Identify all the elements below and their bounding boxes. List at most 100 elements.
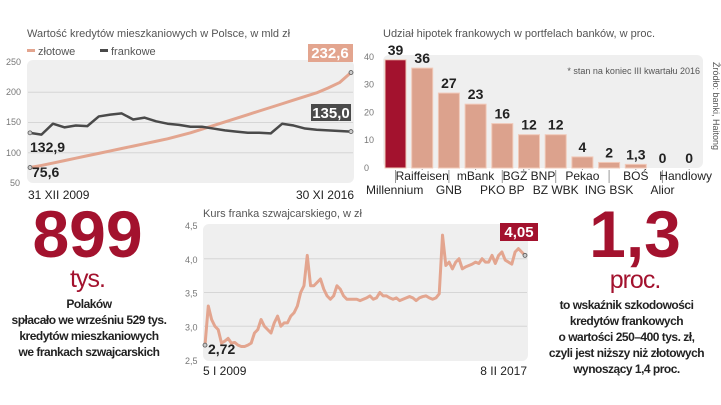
y-tick: 0 xyxy=(364,163,369,173)
text-line: we frankach szwajcarskich xyxy=(18,345,160,359)
legend-swatch-zlotowe xyxy=(27,49,35,52)
y-tick: 200 xyxy=(6,87,21,97)
y-tick: 2,5 xyxy=(185,356,198,366)
y-tick: 30 xyxy=(364,80,374,90)
frankowe-start-label: 132,9 xyxy=(30,139,65,155)
bar xyxy=(437,92,460,169)
text-line: Polaków xyxy=(66,297,112,311)
bar-category-label: Millennium xyxy=(366,183,423,197)
zlotowe-end-label: 232,6 xyxy=(311,45,349,62)
bar-value-label: 4 xyxy=(579,139,587,155)
bar-value-label: 12 xyxy=(521,117,537,133)
bar xyxy=(411,67,434,169)
y-tick: 150 xyxy=(6,117,21,127)
text-line: spłacało we wrześniu 529 tys. xyxy=(11,313,167,327)
y-tick: 50 xyxy=(10,178,20,188)
line-chf-rate xyxy=(203,233,527,348)
bar xyxy=(544,134,567,169)
bar-value-label: 36 xyxy=(414,50,430,66)
bar-category-label: BGŻ BNP xyxy=(503,169,556,183)
stat-right-description: to wskaźnik szkodowości kredytów frankow… xyxy=(532,297,721,377)
bar-category-label: PKO BP xyxy=(480,183,525,197)
bar-value-label: 0 xyxy=(685,150,693,166)
y-tick: 4,0 xyxy=(185,255,198,265)
housing-loans-chart: Wartość kredytów mieszkaniowych w Polsce… xyxy=(6,28,354,202)
bar xyxy=(518,134,540,169)
zlotowe-end-badge xyxy=(308,44,353,62)
line-frankowe xyxy=(29,112,352,136)
y-tick: 100 xyxy=(6,148,21,158)
y-tick: 10 xyxy=(364,135,374,145)
endpoint-marker xyxy=(348,70,354,75)
bar-value-label: 12 xyxy=(548,117,564,133)
bar-value-label: 2 xyxy=(605,144,613,160)
x-start-label: 5 I 2009 xyxy=(203,364,247,378)
bar-category-label: mBank xyxy=(457,169,495,183)
y-tick: 20 xyxy=(364,107,374,117)
bar xyxy=(598,161,621,169)
bar-category-label: Pekao xyxy=(565,169,599,183)
stat-left-number: 899 xyxy=(32,197,143,271)
source-label: Źródło: banki, Haitong xyxy=(711,62,721,150)
plot-area xyxy=(27,60,354,183)
text-line: o wartości 250–400 tys. zł, xyxy=(558,330,695,344)
bar-category-label: BOŚ xyxy=(623,168,648,183)
bar-category-label: Raiffeisen xyxy=(396,169,449,183)
bar-value-label: 0 xyxy=(659,150,667,166)
end-value-label: 4,05 xyxy=(504,224,533,241)
frankowe-end-label: 135,0 xyxy=(312,105,350,122)
chart-title: Udział hipotek frankowych w portfelach b… xyxy=(383,28,655,40)
chart-title: Wartość kredytów mieszkaniowych w Polsce… xyxy=(27,28,291,40)
chf-rate-chart: Kurs franka szwajcarskiego, w zł 4,5 4,0 3… xyxy=(185,208,538,378)
text-line: kredytów mieszkaniowych xyxy=(19,329,159,343)
bar xyxy=(464,103,487,169)
bar xyxy=(571,156,594,169)
chart-title: Kurs franka szwajcarskiego, w zł xyxy=(203,208,362,220)
legend-zlotowe: złotowe xyxy=(38,46,75,58)
text-line: kredytów frankowych xyxy=(569,314,684,328)
legend-frankowe: frankowe xyxy=(111,46,156,58)
stat-right-unit: proc. xyxy=(609,266,662,294)
endpoint-marker xyxy=(27,130,33,136)
endpoint-marker xyxy=(27,165,33,170)
y-tick: 3,0 xyxy=(185,322,198,332)
x-end-label: 8 II 2017 xyxy=(480,364,527,378)
bar-value-label: 39 xyxy=(388,42,404,58)
start-value-label: 2,72 xyxy=(208,341,235,357)
bar-value-label: 16 xyxy=(495,106,511,122)
text-line: czyli jest niższy niż złotowych xyxy=(548,346,705,360)
bar xyxy=(624,163,647,169)
bar xyxy=(384,59,407,169)
bank-share-chart: Udział hipotek frankowych w portfelach b… xyxy=(364,28,721,197)
zlotowe-start-label: 75,6 xyxy=(32,164,59,180)
bar-category-label: BZ WBK xyxy=(533,183,579,197)
bar-category-label: GNB xyxy=(436,183,462,197)
frankowe-end-badge xyxy=(311,104,351,121)
text-line: to wskaźnik szkodowości xyxy=(559,298,694,312)
line-zlotowe xyxy=(29,71,352,169)
endpoint-marker xyxy=(202,342,208,348)
stat-left-description: Polaków spłacało we wrześniu 529 tys. kr… xyxy=(0,296,178,360)
legend-swatch-frankowe xyxy=(100,49,108,52)
x-end-label: 30 XI 2016 xyxy=(296,188,354,202)
bar-category-label: Alior xyxy=(650,183,674,197)
y-tick: 3,5 xyxy=(185,289,198,299)
stat-right-number: 1,3 xyxy=(589,197,681,271)
bar xyxy=(491,123,514,169)
y-tick: 4,5 xyxy=(185,221,198,231)
endpoint-marker xyxy=(348,129,354,134)
x-start-label: 31 XII 2009 xyxy=(28,188,90,202)
y-tick: 250 xyxy=(6,57,21,67)
end-value-badge xyxy=(500,223,538,241)
bar-value-label: 27 xyxy=(441,75,457,91)
chart-note: * stan na koniec III kwartału 2016 xyxy=(567,66,700,76)
bar-value-label: 23 xyxy=(468,86,484,102)
endpoint-marker xyxy=(522,252,528,258)
bar-category-label: ING BSK xyxy=(585,183,634,197)
stat-left-unit: tys. xyxy=(70,265,106,293)
bar-category-label: Handlowy xyxy=(659,169,712,183)
text-line: wynoszący 1,4 proc. xyxy=(573,362,680,376)
y-tick: 40 xyxy=(364,52,374,62)
bar-value-label: 1,3 xyxy=(626,146,646,162)
